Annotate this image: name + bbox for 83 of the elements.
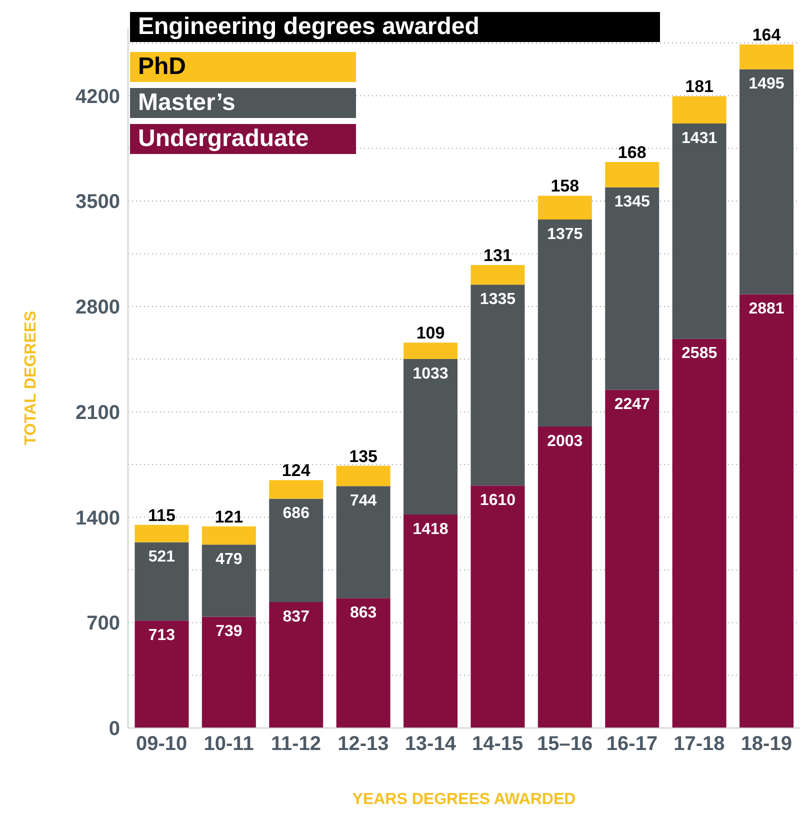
data-label: 713 [148,627,176,644]
data-label: 135 [349,446,378,466]
bar [672,338,726,728]
bar [404,359,458,515]
data-label: 837 [282,608,310,626]
data-label: 739 [216,623,242,640]
bar [538,196,592,220]
bar [605,187,660,390]
bar [740,294,794,728]
bar [269,480,324,499]
data-label: 2881 [748,300,784,318]
x-tick-label: 12-13 [338,733,389,756]
data-label: 2003 [547,432,583,450]
data-label: 168 [618,142,646,162]
data-label: 744 [350,492,377,510]
y-tick-label: 4200 [76,86,120,108]
bar [740,44,794,70]
x-tick-label: 11-12 [270,733,322,756]
bar [336,598,390,728]
text: Master’s [130,88,356,118]
data-label: 158 [550,176,580,196]
text: Undergraduate [130,124,356,154]
bar [269,498,324,602]
bar [202,616,256,728]
bar [672,96,726,124]
x-tick-label: 18-19 [740,733,792,756]
x-tick-label: 10-11 [204,733,254,756]
data-label: 1345 [614,194,650,211]
bar [404,514,458,728]
bar [134,524,189,542]
data-label: 1431 [682,130,718,147]
x-axis-title: YEARS DEGREES AWARDED [352,791,576,808]
data-label: 1375 [547,226,583,243]
bar [470,264,525,285]
bar [605,162,660,188]
bar [134,620,189,728]
data-label: 121 [214,507,244,526]
bar [470,284,525,486]
y-tick-label: 700 [86,612,120,635]
bar [470,486,525,728]
x-tick-label: 16-17 [606,733,658,756]
data-label: 479 [216,551,242,568]
x-tick-label: 17-18 [674,733,725,756]
data-label: 1495 [748,76,784,93]
bar [202,544,256,617]
data-label: 521 [148,548,176,566]
bar [134,542,189,621]
bar [336,466,390,486]
data-label: 2585 [682,345,718,362]
data-label: 115 [148,506,176,525]
y-tick-label: 2100 [76,402,120,424]
bar [672,123,726,339]
data-label: 1335 [480,291,516,308]
bar [269,602,324,728]
data-label: 686 [282,505,310,522]
bar [404,342,458,360]
bar [538,219,592,426]
bar [538,426,592,728]
y-tick-label: 1400 [76,507,120,530]
y-tick-label: 3500 [76,191,120,214]
data-label: 181 [685,77,714,96]
data-label: 1418 [412,520,448,538]
data-label: 2247 [614,396,650,414]
bar [605,390,660,728]
bar [202,526,256,545]
bar [336,486,390,598]
x-tick-label: 15–16 [536,733,593,756]
y-axis-title: TOTAL DEGREES [22,310,40,446]
data-label: 1033 [412,365,448,382]
data-label: 109 [416,324,445,343]
x-tick-label: 14-15 [472,733,524,756]
data-label: 863 [350,604,377,622]
data-label: 1610 [480,492,516,509]
text: PhD [130,52,356,82]
y-tick-label: 2800 [76,296,120,319]
x-tick-label: 13-14 [404,733,457,756]
y-tick-label: 0 [108,718,120,740]
bar [740,69,794,294]
title-banner: Engineering degrees awarded [130,12,660,42]
data-label: 131 [484,246,512,265]
data-label: 164 [752,26,782,45]
x-tick-label: 09-10 [136,733,188,756]
data-label: 124 [282,461,311,480]
